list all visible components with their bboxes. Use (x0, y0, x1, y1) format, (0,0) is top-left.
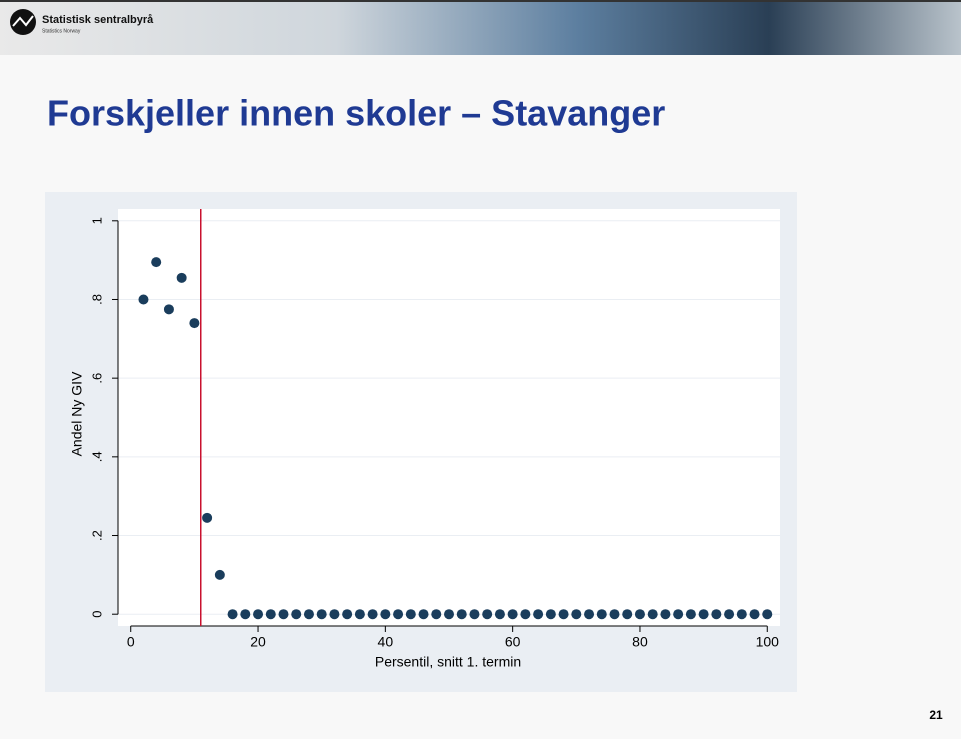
point (176, 272, 187, 283)
point (749, 609, 760, 620)
point (762, 609, 773, 620)
point (444, 609, 454, 620)
point (520, 609, 531, 620)
point (545, 609, 556, 620)
point (673, 609, 684, 620)
point (163, 304, 174, 315)
point (253, 609, 264, 620)
point (354, 609, 365, 620)
y-tick-label: .4 (89, 451, 104, 462)
y-tick-label: 0 (89, 611, 104, 618)
y-tick-label: 1 (89, 217, 104, 224)
x-tick-label: 0 (127, 634, 135, 650)
point (316, 609, 327, 620)
point (571, 609, 582, 620)
banner (0, 0, 961, 55)
point (367, 609, 378, 620)
point (431, 609, 442, 620)
y-tick-label: .2 (89, 530, 104, 541)
point (698, 609, 709, 620)
logo-subname: Statistics Norway (42, 28, 81, 34)
point (558, 609, 569, 620)
point (214, 569, 225, 580)
logo-mark (12, 15, 34, 27)
point (202, 512, 213, 523)
x-tick-label: 80 (632, 634, 648, 650)
point (736, 609, 747, 620)
point (469, 609, 480, 620)
point (278, 609, 289, 620)
y-tick-label: .8 (89, 294, 104, 305)
point (342, 609, 353, 620)
point (622, 609, 633, 620)
x-axis-label: Persentil, snitt 1. termin (375, 654, 521, 670)
point (303, 609, 314, 620)
x-tick-label: 20 (250, 634, 266, 650)
point (227, 609, 238, 620)
point (660, 609, 671, 620)
point (380, 609, 391, 620)
point (596, 609, 607, 620)
point (418, 609, 429, 620)
point (507, 609, 518, 620)
point (647, 609, 658, 620)
point (685, 609, 696, 620)
point (189, 318, 200, 329)
y-axis-label: Andel Ny GIV (69, 371, 85, 456)
point (291, 609, 302, 620)
point (329, 609, 340, 620)
x-tick-label: 100 (756, 634, 780, 650)
point (634, 609, 645, 620)
point (240, 609, 251, 620)
point (456, 609, 467, 620)
point (533, 609, 544, 620)
logo-name: Statistisk sentralbyrå (42, 14, 154, 26)
page-number: 21 (929, 708, 943, 722)
point (609, 609, 620, 620)
point (265, 609, 276, 620)
point (393, 609, 404, 620)
point (405, 609, 416, 620)
slide-title: Forskjeller innen skoler – Stavanger (47, 93, 665, 134)
point (151, 257, 162, 268)
point (584, 609, 595, 620)
point (482, 609, 493, 620)
y-tick-label: .6 (89, 373, 104, 384)
point (138, 294, 149, 305)
point (724, 609, 735, 620)
plot-area (118, 209, 780, 626)
point (711, 609, 722, 620)
point (494, 609, 505, 620)
x-tick-label: 60 (505, 634, 521, 650)
x-tick-label: 40 (378, 634, 394, 650)
